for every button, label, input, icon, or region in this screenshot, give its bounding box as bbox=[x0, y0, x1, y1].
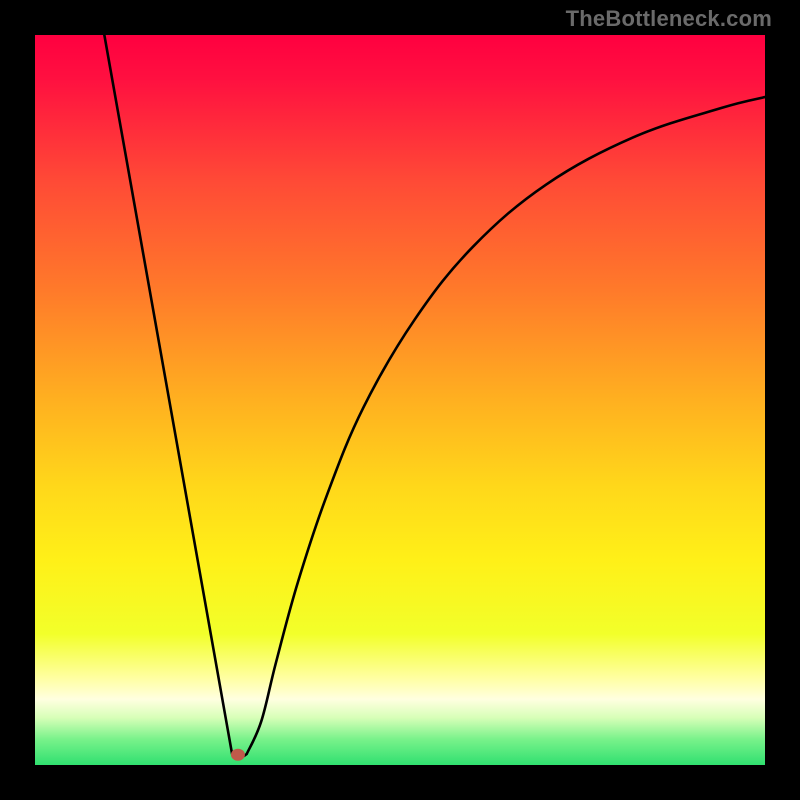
watermark-text: TheBottleneck.com bbox=[566, 6, 772, 32]
bottleneck-curve bbox=[35, 35, 765, 765]
curve-line bbox=[104, 35, 765, 758]
minimum-marker bbox=[231, 749, 245, 761]
chart-frame: TheBottleneck.com bbox=[0, 0, 800, 800]
plot-area bbox=[35, 35, 765, 765]
